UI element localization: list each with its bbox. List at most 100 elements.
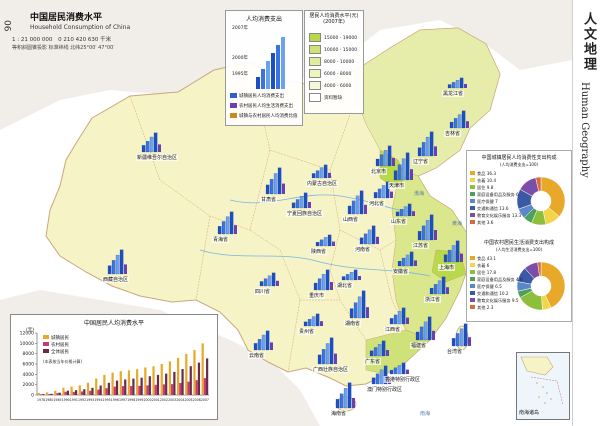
chapter-title-en: Human Geography bbox=[579, 82, 590, 178]
legend-item-urban: 城镇居民人均消费支出 bbox=[230, 93, 284, 99]
province-bar bbox=[421, 142, 426, 157]
province-bar bbox=[315, 170, 320, 179]
color-class-label: 资料暂缺 bbox=[324, 96, 342, 101]
province-bar bbox=[423, 321, 428, 341]
legend-label-ratio: 城镇与农村居民人均消费比值 bbox=[239, 114, 298, 119]
color-class-swatch bbox=[309, 33, 321, 42]
chart-bar bbox=[173, 371, 176, 395]
province-bar bbox=[307, 319, 312, 327]
province-bar bbox=[447, 84, 452, 89]
legend-sample-bar bbox=[276, 45, 280, 89]
province-bar bbox=[403, 206, 408, 217]
chart-bar bbox=[130, 386, 133, 395]
province-bar-glyph bbox=[397, 251, 417, 267]
chapter-title-cn: 人文地理 bbox=[581, 12, 596, 72]
chart-bar bbox=[111, 372, 114, 395]
province-bar bbox=[401, 362, 406, 375]
pie-legend-label: 家庭设备用品及服务 4.6 bbox=[477, 276, 523, 283]
legend-year-2007: 2007年 bbox=[232, 26, 248, 31]
province-bar-glyph bbox=[317, 337, 337, 365]
province-bar bbox=[319, 167, 324, 179]
province-bar-glyph bbox=[395, 203, 415, 217]
province-bar-rural bbox=[446, 287, 449, 294]
chart-bar bbox=[146, 385, 149, 395]
province-bar-glyph bbox=[315, 234, 335, 247]
province-bar bbox=[257, 339, 262, 351]
province-label: 山西省 bbox=[342, 216, 360, 223]
x-tick-label: 1993 bbox=[86, 398, 94, 402]
province-bar-rural bbox=[410, 169, 413, 180]
province-label: 安徽省 bbox=[392, 268, 410, 275]
province-bar bbox=[453, 118, 458, 129]
province-label: 河南省 bbox=[354, 246, 372, 253]
province-bar-rural bbox=[386, 350, 389, 356]
pie-slice bbox=[535, 176, 542, 192]
chart-bar bbox=[181, 369, 184, 395]
province-bar-glyph bbox=[141, 132, 161, 153]
pie-legend-swatch bbox=[470, 291, 475, 295]
province-bar bbox=[379, 369, 384, 385]
pie-legend-label: 居住 9.8 bbox=[477, 184, 494, 191]
chart-bar bbox=[156, 374, 160, 395]
pie-legend-label: 家庭设备用品及服务 6 bbox=[477, 191, 519, 198]
province-bar-rural bbox=[158, 144, 161, 152]
province-bar bbox=[343, 388, 348, 409]
chart-bar bbox=[185, 353, 188, 395]
chart-bar bbox=[197, 362, 201, 395]
province-bar bbox=[425, 136, 430, 157]
chart-legend-label: 全体居民 bbox=[51, 348, 69, 355]
chart-bar bbox=[160, 364, 163, 395]
x-tick-label: 1992 bbox=[78, 398, 86, 402]
province-bar-rural bbox=[308, 202, 311, 208]
province-bar-rural bbox=[124, 264, 127, 274]
province-bar-rural bbox=[464, 84, 467, 88]
province-bar bbox=[327, 234, 332, 247]
chart-bar bbox=[140, 377, 143, 395]
pie-legend-label: 教育文化娱乐服务 13.3 bbox=[477, 212, 521, 219]
province-bar bbox=[347, 382, 352, 409]
inset-map bbox=[520, 356, 564, 406]
chart-title: 中国居民人均消费水平 bbox=[83, 320, 144, 327]
legend-bar-sample bbox=[256, 37, 285, 89]
sea-label: 南海 bbox=[420, 411, 431, 417]
chapter-sidebar: 人文地理 Human Geography bbox=[572, 0, 600, 426]
province-bar-glyph bbox=[253, 330, 273, 351]
legend-swatch-ratio bbox=[230, 113, 237, 118]
province-bar-glyph bbox=[389, 362, 409, 375]
province-bar bbox=[461, 110, 466, 129]
pie-legend-swatch bbox=[470, 185, 475, 189]
chart-bar bbox=[48, 394, 51, 395]
province-bar bbox=[323, 164, 328, 179]
chart-bar bbox=[86, 382, 90, 395]
x-tick-label: 1994 bbox=[94, 398, 102, 402]
province-label: 辽宁省 bbox=[412, 158, 430, 165]
province-bar bbox=[463, 323, 468, 347]
province-bar bbox=[437, 280, 442, 295]
province-bar bbox=[271, 272, 276, 287]
province-bar bbox=[393, 170, 398, 181]
province-bar bbox=[329, 337, 334, 365]
map-title-english: Household Consumption of China bbox=[30, 24, 131, 31]
map-projection: 等积斜圆锥投影 标准纬线 北纬25°00′ 47°00′ bbox=[12, 45, 115, 51]
province-bar-rural bbox=[328, 172, 331, 178]
chart-bar bbox=[99, 385, 102, 395]
x-tick-label: 2004 bbox=[176, 398, 184, 402]
province-bar bbox=[351, 200, 356, 215]
legend-item-rural: 农村居民人均生活消费支出 bbox=[230, 103, 293, 109]
province-bar bbox=[119, 249, 124, 275]
pie-legend-swatch bbox=[470, 171, 475, 175]
x-tick-label: 2003 bbox=[168, 398, 176, 402]
province-bar-glyph bbox=[373, 181, 393, 199]
province-bar bbox=[229, 211, 234, 235]
color-class-label: 4000 - 6000 bbox=[324, 84, 352, 89]
province-bar bbox=[359, 237, 364, 245]
province-bar bbox=[349, 272, 354, 281]
y-tick-label: 10000 bbox=[20, 341, 34, 347]
color-class-row: 8000 - 10000 bbox=[309, 57, 354, 66]
province-bar-rural bbox=[460, 253, 463, 262]
chart-bar bbox=[70, 386, 73, 395]
province-bar bbox=[321, 349, 326, 365]
province-bar bbox=[145, 141, 150, 153]
province-bar bbox=[291, 202, 296, 209]
